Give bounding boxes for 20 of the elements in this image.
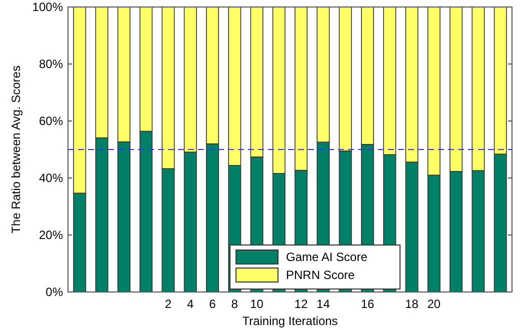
x-tick-label: 8 [231, 297, 238, 311]
x-tick-label: 20 [427, 297, 441, 311]
x-tick-label: 12 [294, 297, 308, 311]
x-tick-label: 6 [209, 297, 216, 311]
x-axis-title: Training Iterations [242, 314, 338, 328]
y-tick-label: 100% [32, 0, 64, 14]
y-tick-label: 60% [38, 114, 64, 128]
legend-label: Game AI Score [286, 250, 368, 264]
y-axis-title: The Ratio between Avg. Scores [9, 66, 23, 234]
x-tick-label: 18 [405, 297, 419, 311]
y-tick-label: 20% [38, 228, 64, 242]
y-tick-label: 0% [46, 285, 64, 300]
x-tick-label: 2 [164, 297, 172, 311]
y-tick-label: 80% [38, 57, 64, 72]
x-tick-label: 16 [360, 297, 374, 311]
x-tick-label: 4 [187, 297, 194, 311]
x-tick-label: 10 [250, 297, 264, 311]
y-tick-label: 40% [38, 171, 64, 186]
legend-label: PNRN Score [286, 268, 356, 282]
x-tick-label: 14 [316, 297, 330, 311]
